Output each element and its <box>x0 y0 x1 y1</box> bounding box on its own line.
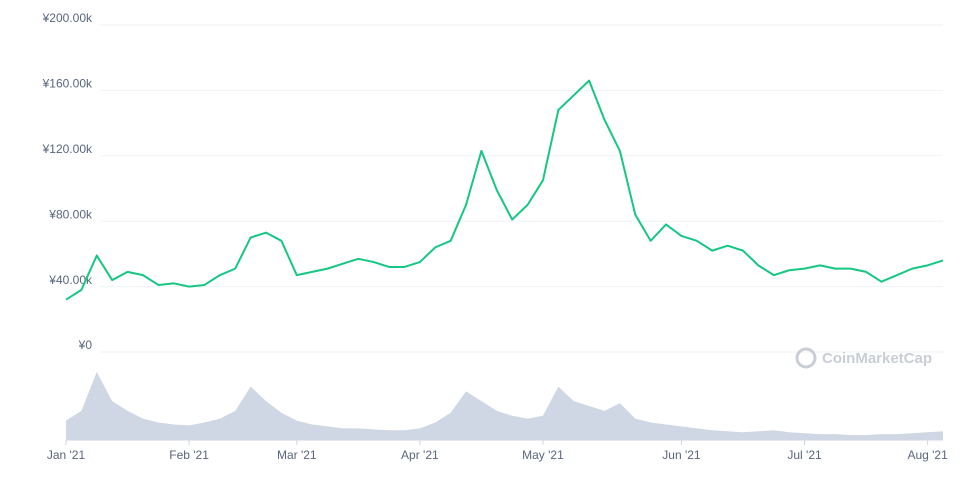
watermark-logo <box>795 347 817 369</box>
x-tick-label: Feb '21 <box>169 448 209 462</box>
x-tick-label: Mar '21 <box>277 448 317 462</box>
x-tick-label: Apr '21 <box>401 448 439 462</box>
x-tick-label: Jul '21 <box>787 448 822 462</box>
watermark-text: CoinMarketCap <box>822 350 932 367</box>
x-tick-label: Jan '21 <box>47 448 86 462</box>
y-tick-label: ¥40.00k <box>48 273 93 287</box>
y-tick-label: ¥80.00k <box>48 207 93 221</box>
price-line <box>65 79 944 301</box>
volume-area <box>66 372 943 440</box>
x-axis: Jan '21 Feb '21 Mar '21 Apr '21 May '21 Jun '… <box>47 439 948 462</box>
y-tick-label: ¥160.00k <box>42 77 93 91</box>
x-tick-label: May '21 <box>522 448 564 462</box>
y-tick-label: ¥200.00k <box>42 11 93 25</box>
y-axis: ¥0 ¥40.00k ¥80.00k ¥120.00k ¥160.00k ¥200.00k <box>42 11 943 353</box>
x-tick-label: Jun '21 <box>662 448 701 462</box>
watermark: CoinMarketCap <box>795 347 932 369</box>
y-tick-label: ¥0 <box>78 338 93 352</box>
y-tick-label: ¥120.00k <box>42 142 93 156</box>
x-tick-label: Aug '21 <box>907 448 948 462</box>
